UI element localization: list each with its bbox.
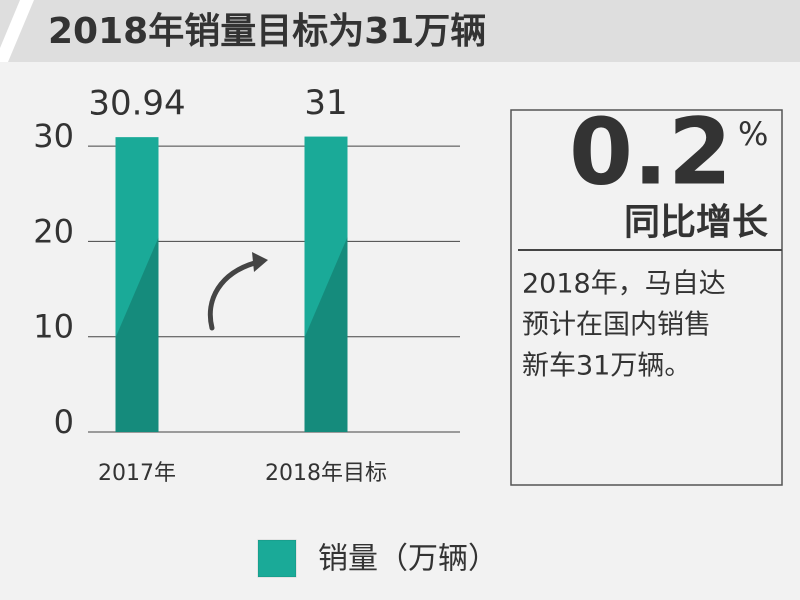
value-label: 31 [304, 83, 347, 123]
bar-shade [115, 237, 159, 432]
bar [304, 136, 348, 432]
x-tick-label: 2018年目标 [265, 461, 387, 486]
y-tick-label: 0 [54, 403, 74, 441]
title-band [0, 0, 800, 62]
bar-shade [304, 237, 348, 432]
note-line: 预计在国内销售 [522, 310, 711, 341]
bar [115, 137, 159, 433]
growth-value: 0.2 [569, 98, 732, 205]
y-tick-label: 10 [33, 308, 74, 346]
info-panel [510, 109, 783, 486]
note-line: 新车31万辆。 [522, 351, 691, 382]
chart-title: 2018年销量目标为31万辆 [48, 11, 486, 52]
legend-label: 销量（万辆） [318, 542, 498, 577]
note-line: 2018年，马自达 [522, 269, 726, 300]
growth-label: 同比增长 [624, 202, 768, 243]
y-tick-label: 30 [33, 117, 74, 155]
legend-swatch [257, 539, 297, 578]
title-slash [0, 0, 34, 62]
x-tick-label: 2017年 [98, 461, 176, 486]
growth-unit: % [738, 115, 768, 153]
value-label: 30.94 [88, 84, 185, 124]
trend-arrow-head [252, 252, 268, 272]
trend-arrow [207, 259, 261, 331]
y-tick-label: 20 [33, 212, 74, 250]
